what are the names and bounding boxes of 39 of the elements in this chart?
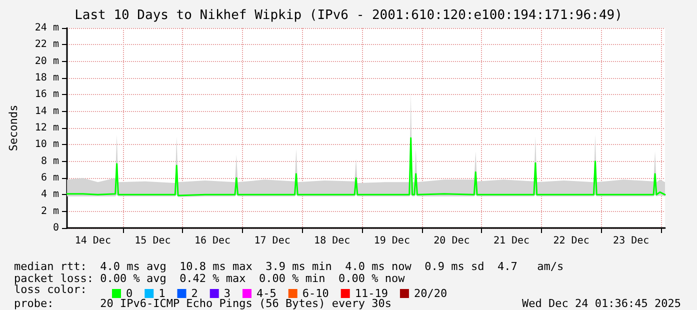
legend-label: 3: [224, 287, 230, 300]
legend-label: 6-10: [302, 287, 329, 300]
x-tick-label: 20 Dec: [434, 236, 470, 246]
legend-label: 11-19: [354, 287, 388, 300]
legend-label: 1: [158, 287, 166, 300]
text: median rtt: 4.0 ms avg 10.8 ms max 3.9 ms min 4.0 ms now 0.9 ms sd 4.7 am/s: [14, 260, 564, 273]
x-tick-label: 22 Dec: [553, 236, 590, 246]
y-tick-label: 16 m: [34, 89, 59, 100]
y-tick-label: 20 m: [34, 56, 59, 67]
text: probe: 20 IPv6-ICMP Echo Pings (56 Bytes) every 30s: [14, 297, 392, 310]
y-tick-label: 22 m: [34, 39, 59, 50]
x-tick-label: 15 Dec: [134, 236, 171, 246]
legend-label: 2: [191, 287, 198, 300]
chart-title: Last 10 Days to Nikhef Wipkip (IPv6 - 2001:610:120:e100:194:171:96:49): [74, 8, 622, 23]
y-tick-label: 4 m: [40, 189, 59, 200]
legend-label: 20/20: [414, 287, 448, 300]
x-tick-label: 17 Dec: [254, 236, 290, 246]
x-tick-label: 19 Dec: [374, 236, 410, 246]
y-tick-label: 18 m: [34, 72, 59, 84]
legend-label: 4-5: [256, 287, 276, 300]
text: packet loss: 0.00 % avg 0.42 % max 0.00 % min 0.00 % now: [14, 272, 406, 285]
y-tick-label: 2 m: [40, 206, 59, 217]
y-tick-label: 6 m: [40, 172, 59, 184]
x-tick-label: 21 Dec: [493, 236, 530, 246]
y-axis-title: Seconds: [7, 104, 20, 152]
y-tick-label: 0: [52, 222, 59, 234]
x-tick-label: 18 Dec: [314, 236, 350, 246]
legend-title: loss color:: [14, 283, 87, 296]
line-series: [66, 137, 666, 196]
y-tick-label: 8 m: [40, 156, 59, 167]
y-tick-label: 12 m: [34, 122, 59, 134]
text: Wed Dec 24 01:36:45 2025: [522, 297, 682, 310]
y-tick-label: 24 m: [34, 22, 59, 34]
x-tick-label: 23 Dec: [613, 236, 650, 246]
legend-label: 0: [126, 287, 133, 300]
y-tick-label: 10 m: [34, 139, 59, 150]
x-tick-label: 16 Dec: [194, 236, 231, 246]
x-tick-label: 14 Dec: [74, 236, 111, 246]
y-tick-label: 14 m: [34, 106, 59, 117]
